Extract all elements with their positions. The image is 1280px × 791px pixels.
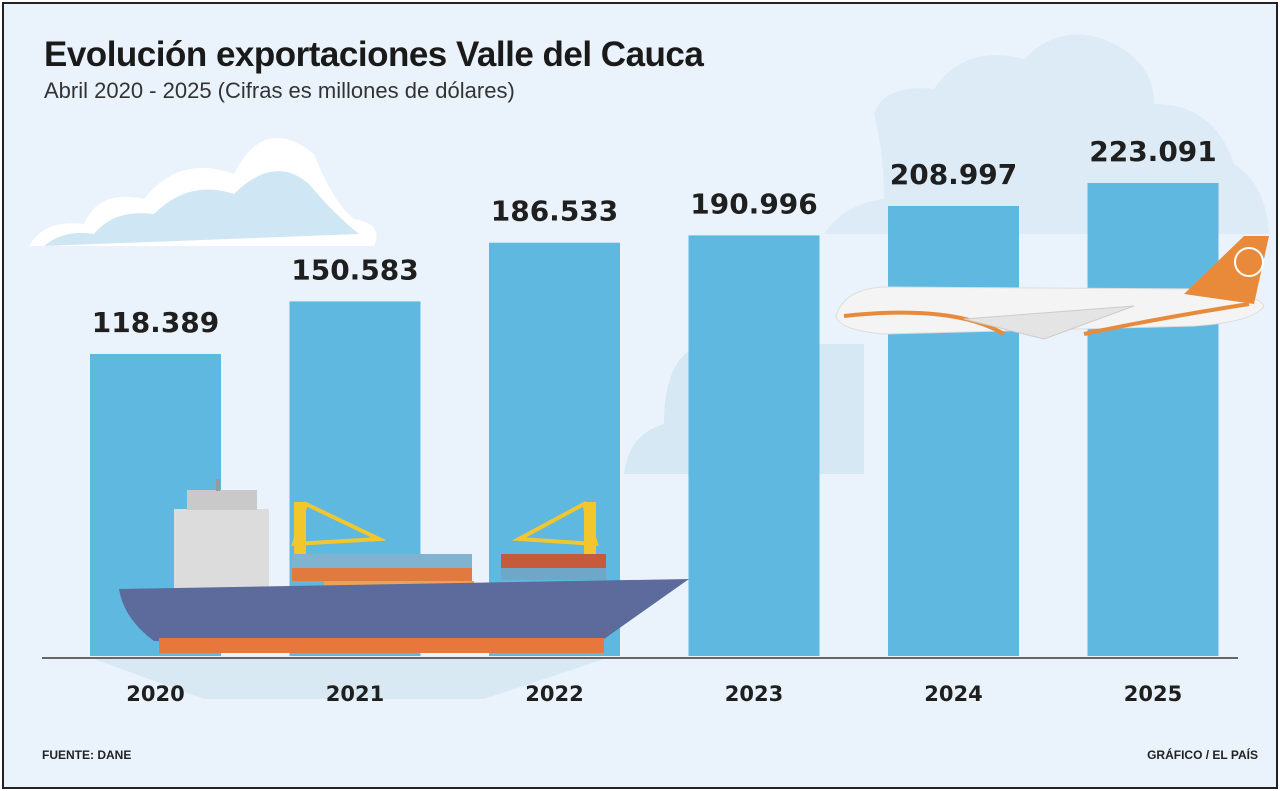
value-label-2023: 190.996 [690,187,818,220]
bar-chart: Evolución exportaciones Valle del Cauca … [29,34,1269,762]
bar-2023 [688,235,820,656]
x-tick-label-2025: 2025 [1124,682,1182,706]
x-tick-label-2024: 2024 [924,682,982,706]
value-label-2021: 150.583 [291,253,419,286]
source-note: FUENTE: DANE [42,748,131,762]
value-label-2025: 223.091 [1089,135,1217,168]
bar-2025 [1087,182,1219,656]
chart-subtitle: Abril 2020 - 2025 (Cifras es millones de… [44,78,515,103]
chart-title: Evolución exportaciones Valle del Cauca [44,35,704,74]
x-tick-label-2022: 2022 [525,682,583,706]
value-label-2020: 118.389 [92,306,220,339]
value-label-2024: 208.997 [890,158,1018,191]
x-tick-label-2020: 2020 [126,682,184,706]
cargo-ship-illustration [94,479,689,699]
value-label-2022: 186.533 [491,195,619,228]
airplane-illustration [835,236,1269,340]
x-tick-label-2021: 2021 [326,682,384,706]
credit-note: GRÁFICO / EL PAÍS [1147,747,1258,762]
bar-2024 [888,206,1019,656]
x-tick-label-2023: 2023 [725,682,783,706]
cloud-left [29,138,377,246]
